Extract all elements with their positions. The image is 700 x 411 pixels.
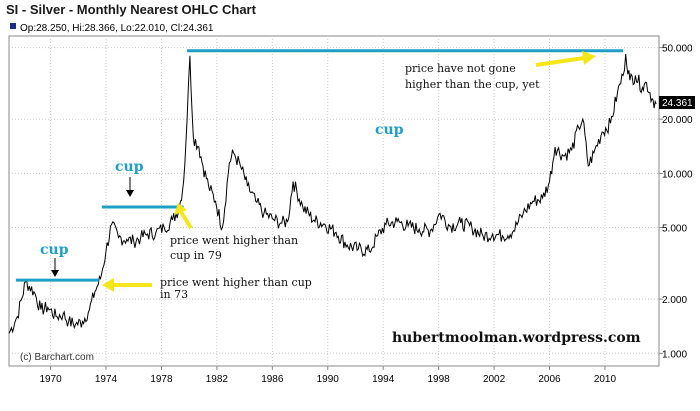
note-73-line2: in 73 (160, 288, 188, 301)
y-tick-label: 2.000 (662, 295, 687, 306)
note-79-line2: cup in 79 (170, 249, 222, 262)
y-tick-label: 50.000 (662, 44, 693, 55)
y-tick-label: 20.000 (662, 115, 693, 126)
note-73-line1: price went higher than cup (160, 276, 312, 289)
note-now-line1: price have not gone (405, 62, 516, 75)
x-tick-label: 2006 (538, 374, 561, 385)
price-series-line (8, 54, 657, 334)
y-tick-label: 5.000 (662, 224, 687, 235)
arrow-73-icon (102, 278, 152, 292)
y-tick-label: 10.000 (662, 169, 693, 180)
x-tick-label: 1982 (206, 374, 229, 385)
note-79-line1: price went higher than (170, 234, 298, 247)
y-axis: 50.000 20.000 10.000 5.000 2.000 1.000 (662, 44, 693, 361)
x-axis: 1970 1974 1978 1982 1986 1990 1994 1998 2002 2006… (39, 374, 616, 385)
x-tick-label: 2010 (594, 374, 617, 385)
note-now-line2: higher than the cup, yet (405, 78, 540, 91)
credit-label: (c) Barchart.com (20, 352, 94, 363)
cup-2-arrowhead-icon (126, 190, 134, 197)
cup-label-2: cup (115, 159, 144, 175)
x-tick-label: 1986 (261, 374, 284, 385)
arrow-79-icon (174, 203, 193, 230)
last-price-label: 24.361 (662, 98, 693, 109)
x-tick-label: 2002 (483, 374, 506, 385)
last-price-box (659, 96, 695, 109)
x-tick-label: 1974 (95, 374, 118, 385)
x-tick-label: 1978 (150, 374, 173, 385)
cup-levels (15, 49, 623, 282)
cup-label-3: cup (375, 122, 404, 138)
watermark: hubertmoolman.wordpress.com (392, 330, 641, 346)
cup-1-arrowhead-icon (51, 270, 59, 277)
arrow-now-icon (535, 51, 596, 67)
x-tick-label: 1998 (428, 374, 451, 385)
grid (9, 36, 663, 370)
y-tick-label: 1.000 (662, 349, 687, 360)
last-price-badge: 24.361 (659, 96, 695, 109)
x-tick-label: 1970 (39, 374, 62, 385)
chart-title: SI - Silver - Monthly Nearest OHLC Chart (6, 2, 257, 17)
series-marker-icon (10, 23, 16, 29)
x-tick-label: 1994 (372, 374, 395, 385)
cup-label-1: cup (40, 242, 69, 258)
plot-area (8, 35, 660, 367)
ohlc-readout: Op:28.250, Hi:28.366, Lo:22.010, Cl:24.3… (20, 23, 214, 34)
x-tick-label: 1990 (317, 374, 340, 385)
